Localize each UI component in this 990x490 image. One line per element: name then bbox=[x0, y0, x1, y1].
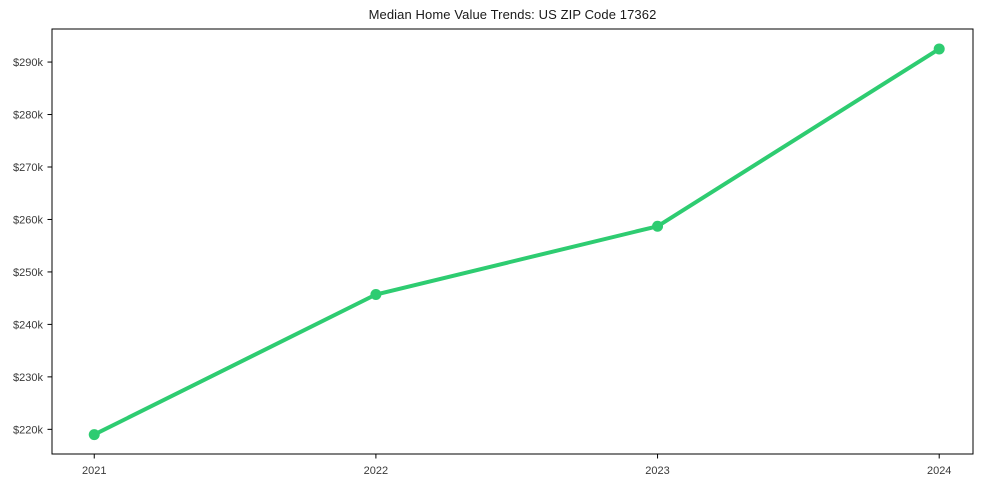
y-axis-tick-label: $290k bbox=[13, 57, 43, 69]
y-axis-tick-label: $260k bbox=[13, 214, 43, 226]
data-point-marker bbox=[652, 220, 664, 232]
data-point-marker bbox=[370, 288, 382, 300]
y-axis-tick-label: $250k bbox=[13, 267, 43, 279]
y-axis-tick-label: $220k bbox=[13, 424, 43, 436]
x-axis-tick-label: 2023 bbox=[645, 465, 669, 477]
chart-title: Median Home Value Trends: US ZIP Code 17… bbox=[368, 7, 657, 22]
y-axis-tick-label: $270k bbox=[13, 162, 43, 174]
data-point-marker bbox=[933, 43, 945, 55]
y-axis-tick-label: $240k bbox=[13, 319, 43, 331]
series-line bbox=[92, 46, 942, 437]
plot-border bbox=[51, 28, 974, 455]
x-axis-tick-label: 2022 bbox=[364, 465, 388, 477]
y-axis-tick-label: $230k bbox=[13, 372, 43, 384]
x-axis-tick-label: 2024 bbox=[927, 465, 951, 477]
x-axis-tick-label: 2021 bbox=[82, 465, 106, 477]
y-axis-tick-label: $280k bbox=[13, 110, 43, 122]
data-point-marker bbox=[88, 429, 100, 441]
